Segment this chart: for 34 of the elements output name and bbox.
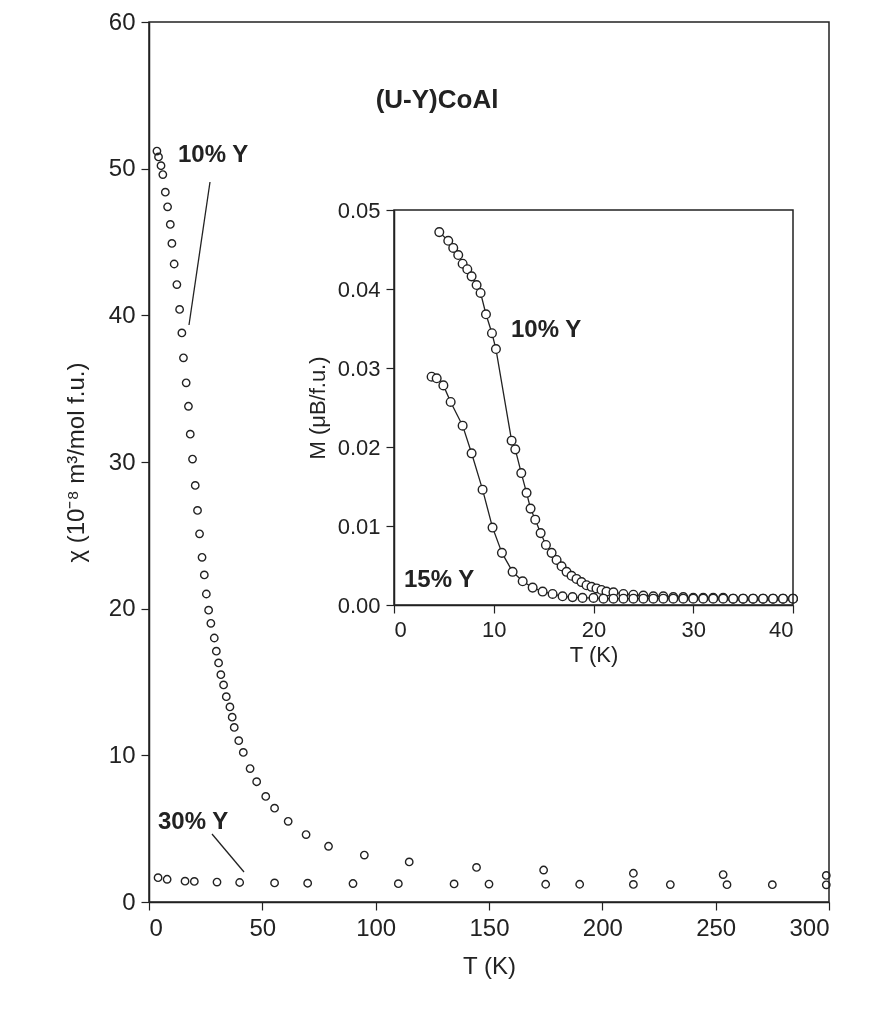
text: (U-Y)CoAl bbox=[375, 84, 499, 114]
y-tick-label: 0.01 bbox=[337, 513, 381, 539]
y-tick-label: 0.02 bbox=[337, 434, 381, 460]
x-tick-label: 0 bbox=[149, 913, 163, 941]
x-tick-label: 20 bbox=[581, 616, 607, 642]
y-tick-label: 0.04 bbox=[337, 276, 381, 302]
x-tick-label: 200 bbox=[582, 913, 623, 941]
x-tick-label: 150 bbox=[469, 913, 510, 941]
y-tick-label: 10 bbox=[108, 740, 136, 768]
x-tick-label: 10 bbox=[482, 616, 507, 642]
series-label: 10% Y bbox=[178, 140, 249, 167]
x-tick-label: 30 bbox=[681, 616, 706, 642]
y-tick-label: 60 bbox=[108, 7, 136, 35]
y-tick-label: 0.00 bbox=[337, 592, 381, 618]
y-tick-label: 0 bbox=[122, 887, 136, 915]
y-axis-title: χ (10⁻⁸ m³/mol f.u.) bbox=[61, 362, 89, 563]
y-tick-label: 0.03 bbox=[337, 355, 381, 381]
y-tick-label: 40 bbox=[108, 300, 136, 328]
x-tick-label: 0 bbox=[394, 616, 407, 642]
y-tick-label: 0.05 bbox=[337, 197, 381, 223]
x-tick-label: 40 bbox=[769, 616, 794, 642]
series-label: 30% Y bbox=[158, 807, 229, 834]
x-tick-label: 250 bbox=[696, 913, 737, 941]
y-tick-label: 20 bbox=[108, 594, 136, 622]
y-tick-label: 30 bbox=[108, 447, 136, 475]
series-label: 15% Y bbox=[404, 565, 475, 592]
series-label: 10% Y bbox=[511, 315, 582, 342]
x-tick-label: 100 bbox=[356, 913, 397, 941]
y-tick-label: 50 bbox=[108, 154, 136, 182]
y-axis-title: M (μB/f.u.) bbox=[304, 356, 330, 460]
x-axis-title: T (K) bbox=[463, 951, 516, 979]
x-tick-label: 50 bbox=[249, 913, 277, 941]
x-tick-label: 300 bbox=[789, 913, 830, 941]
x-axis-title: T (K) bbox=[569, 641, 619, 667]
